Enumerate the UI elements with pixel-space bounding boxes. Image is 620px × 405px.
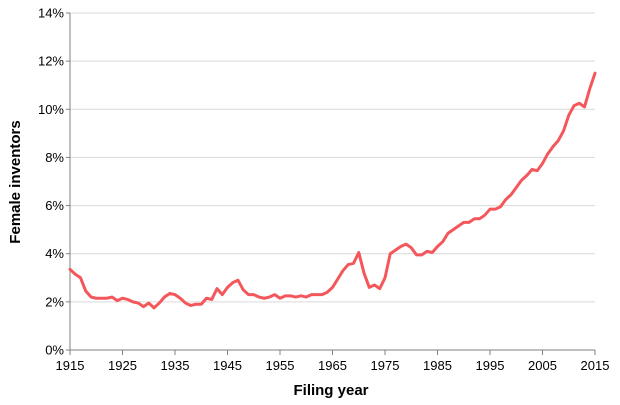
y-tick-label: 10% [38, 102, 64, 117]
x-tick-label: 1995 [476, 358, 505, 373]
series-line [68, 71, 597, 310]
y-tick-label: 0% [45, 343, 64, 358]
tick-labels: 0% 2% 4% 6% 8% 10% 12% 14% 1915 1925 1935 1945 1955 1… [38, 6, 609, 374]
x-tick-label: 2015 [581, 358, 610, 373]
series-layer [68, 71, 597, 310]
y-axis-title: Female inventors [7, 120, 24, 243]
x-tick-label: 1925 [108, 358, 137, 373]
gridlines [70, 12, 595, 303]
x-tick-label: 1965 [318, 358, 347, 373]
x-tick-label: 1945 [213, 358, 242, 373]
x-tick-label: 1975 [371, 358, 400, 373]
y-tick-label: 8% [45, 150, 64, 165]
x-tick-label: 1955 [266, 358, 295, 373]
x-tick-label: 1915 [56, 358, 85, 373]
y-tick-label: 12% [38, 54, 64, 69]
x-tick-label: 1985 [423, 358, 452, 373]
axes [66, 12, 596, 355]
x-tick-label: 1935 [161, 358, 190, 373]
x-tick-label: 2005 [528, 358, 557, 373]
x-axis-title: Filing year [293, 382, 368, 399]
y-tick-label: 4% [45, 246, 64, 261]
y-tick-label: 14% [38, 6, 64, 21]
y-tick-label: 6% [45, 198, 64, 213]
y-tick-label: 2% [45, 294, 64, 309]
